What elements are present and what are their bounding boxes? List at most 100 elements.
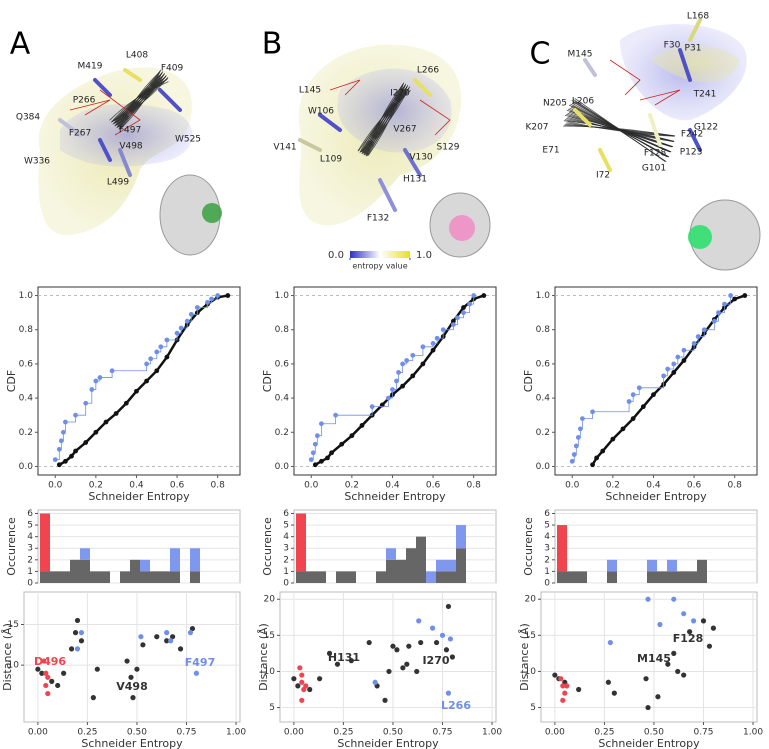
scatter-point bbox=[605, 679, 611, 685]
scatter-point bbox=[447, 636, 454, 642]
scatter-point bbox=[700, 618, 707, 624]
structure-illustrations bbox=[38, 18, 761, 271]
scatter-point bbox=[348, 658, 354, 664]
residue-label: P266 bbox=[73, 96, 96, 106]
cdf-point bbox=[83, 440, 89, 445]
histogram-bar bbox=[396, 559, 406, 583]
x-tick-label: 0.50 bbox=[644, 728, 664, 738]
cdf-point bbox=[410, 373, 416, 379]
cdf-point bbox=[63, 458, 68, 464]
scatter-point bbox=[177, 646, 184, 652]
x-tick-label: 0.50 bbox=[127, 728, 147, 738]
cdf-point bbox=[711, 318, 717, 324]
x-tick-label: 0.25 bbox=[77, 728, 97, 738]
colorbar bbox=[350, 251, 410, 258]
y-tick-label: 6 bbox=[27, 509, 33, 519]
cdf-point bbox=[379, 402, 385, 408]
scatter-point bbox=[168, 638, 174, 644]
plot-area bbox=[23, 591, 241, 723]
residue-label: I270 bbox=[390, 89, 410, 99]
scatter-point bbox=[164, 630, 170, 636]
cdf-point bbox=[481, 293, 487, 298]
residue-label: L145 bbox=[299, 86, 321, 96]
histogram-bar bbox=[80, 559, 90, 583]
scatter-point bbox=[317, 676, 323, 682]
residue-stick bbox=[648, 113, 662, 147]
histogram-bar bbox=[406, 548, 416, 583]
cdf-point bbox=[461, 305, 466, 310]
y-tick-label: 4 bbox=[27, 532, 33, 542]
scatter-point bbox=[366, 639, 372, 646]
cdf-point bbox=[671, 370, 677, 375]
scatter-point bbox=[710, 625, 717, 631]
cdf-point bbox=[73, 412, 78, 418]
x-axis-label: Schneider Entropy bbox=[598, 737, 700, 749]
cdf-point bbox=[681, 358, 687, 363]
scatter-point bbox=[128, 674, 134, 680]
x-tick-label: 0.0 bbox=[48, 481, 63, 491]
residue-stick bbox=[413, 78, 432, 97]
cdf-point bbox=[339, 441, 345, 447]
y-tick-label: 0 bbox=[544, 579, 550, 589]
x-tick-label: 0.6 bbox=[426, 481, 441, 491]
cdf-point bbox=[60, 429, 66, 435]
cdf-point bbox=[400, 383, 406, 389]
residue-label: M145 bbox=[568, 50, 593, 60]
residue-label: L168 bbox=[687, 12, 709, 22]
annotation: F497 bbox=[185, 656, 215, 669]
scatter-point bbox=[576, 686, 582, 693]
annotation: D496 bbox=[34, 655, 66, 668]
cdf-point bbox=[732, 296, 738, 302]
residue-label: L206 bbox=[572, 97, 594, 107]
y-tick-label: 0.4 bbox=[19, 394, 34, 404]
y-tick-label: 10 bbox=[264, 667, 276, 677]
scatter-point bbox=[170, 634, 176, 640]
cdf-point bbox=[56, 462, 62, 468]
x-tick-label: 0.6 bbox=[170, 481, 185, 491]
histogram-bar bbox=[426, 571, 436, 583]
y-tick-label: 20 bbox=[264, 595, 276, 605]
scatter-point bbox=[611, 690, 617, 696]
cdf-point bbox=[310, 450, 316, 456]
cdf-point bbox=[420, 361, 426, 367]
y-tick-label: 0 bbox=[27, 579, 33, 589]
residue-label: F128 bbox=[644, 149, 667, 159]
residue-stick bbox=[688, 128, 702, 152]
y-tick-label: 0.8 bbox=[536, 325, 551, 335]
cdf-point bbox=[691, 341, 697, 346]
cdf-point bbox=[630, 416, 636, 421]
scatter-point bbox=[307, 686, 313, 693]
y-axis-label: CDF bbox=[522, 370, 535, 392]
scatter-point bbox=[607, 639, 613, 646]
x-tick-label: 0.0 bbox=[304, 481, 319, 491]
x-tick-label: 1.00 bbox=[743, 728, 763, 738]
y-tick-label: 0.4 bbox=[536, 394, 551, 404]
scatter-point bbox=[404, 661, 410, 667]
histogram-bar bbox=[557, 525, 567, 572]
annotation: L266 bbox=[441, 699, 471, 712]
cdf-point bbox=[681, 347, 687, 353]
histogram-bar bbox=[647, 571, 657, 583]
cdf-point bbox=[308, 457, 314, 463]
cdf-point bbox=[144, 361, 150, 367]
histogram-bar bbox=[667, 559, 677, 572]
histogram-bar bbox=[80, 548, 90, 560]
histogram-bar bbox=[386, 548, 396, 560]
cdf-point bbox=[590, 462, 595, 468]
y-tick-label: 0.2 bbox=[19, 428, 33, 438]
colorbar-tick-label: 0.0 bbox=[328, 250, 344, 261]
histogram-bar bbox=[140, 559, 150, 572]
scatter-point bbox=[124, 658, 130, 664]
scatter-point bbox=[706, 643, 713, 649]
residue-wire bbox=[639, 89, 681, 106]
residue-stick bbox=[678, 48, 692, 82]
annotation: I270 bbox=[422, 654, 449, 667]
y-tick-label: 15 bbox=[525, 631, 536, 641]
y-tick-label: 0.4 bbox=[275, 394, 290, 404]
y-tick-label: 0.0 bbox=[536, 462, 551, 472]
residue-label: W336 bbox=[24, 157, 50, 167]
histogram-bar bbox=[160, 571, 170, 583]
x-tick-label: 0.2 bbox=[345, 481, 359, 491]
cdf-point bbox=[728, 293, 734, 298]
